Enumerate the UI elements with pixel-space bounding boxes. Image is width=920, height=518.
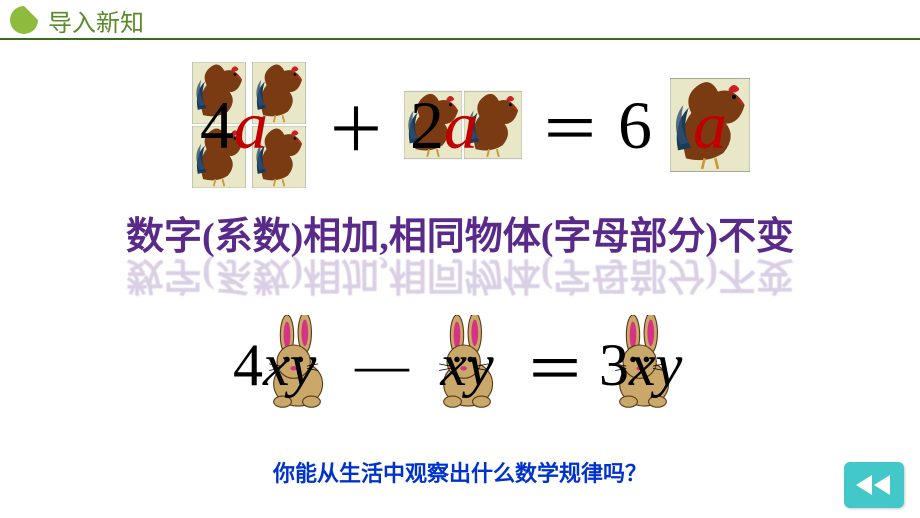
eq2-result: 3xy xyxy=(603,315,683,415)
rabbit-icon xyxy=(257,315,337,415)
eq1-term1: 4a xyxy=(190,62,308,188)
eq2-term2: xy xyxy=(427,315,507,415)
rooster-icon xyxy=(250,62,308,124)
rooster-icon xyxy=(190,62,248,124)
rooster-icon xyxy=(404,85,462,165)
eq1-res-coef: 6 xyxy=(618,87,652,163)
rooster-icon xyxy=(250,126,308,188)
eq1-op-eq: ＝ xyxy=(540,82,600,169)
rewind-icon xyxy=(854,473,894,497)
header-divider xyxy=(0,38,920,40)
slide-header: 导入新知 xyxy=(0,0,920,40)
equation-2: 4xy — xy ＝ xyxy=(120,310,820,420)
rooster-icon xyxy=(670,77,750,173)
eq1-term2: 2a xyxy=(404,85,522,165)
header-title: 导入新知 xyxy=(48,3,144,38)
equation-1: 4a ＋ 2a ＝ 6 xyxy=(120,60,820,190)
eq1-result-coef-wrap: 6 xyxy=(618,86,652,165)
rule-text-reflection: 数字(系数)相加,相同物体(字母部分)不变 xyxy=(0,252,920,307)
eq2-op-eq: ＝ xyxy=(525,322,585,409)
pie-icon xyxy=(10,6,38,34)
eq2-term1: 4xy xyxy=(257,315,337,415)
rooster-icon xyxy=(190,126,248,188)
rabbit-icon xyxy=(427,315,507,415)
eq1-result: a xyxy=(670,77,750,173)
eq2-op-minus: — xyxy=(355,334,409,396)
eq1-op-plus: ＋ xyxy=(326,82,386,169)
rooster-icon xyxy=(464,85,522,165)
rabbit-icon xyxy=(603,315,683,415)
back-button[interactable] xyxy=(844,462,904,508)
question-text: 你能从生活中观察出什么数学规律吗？ xyxy=(0,456,920,488)
